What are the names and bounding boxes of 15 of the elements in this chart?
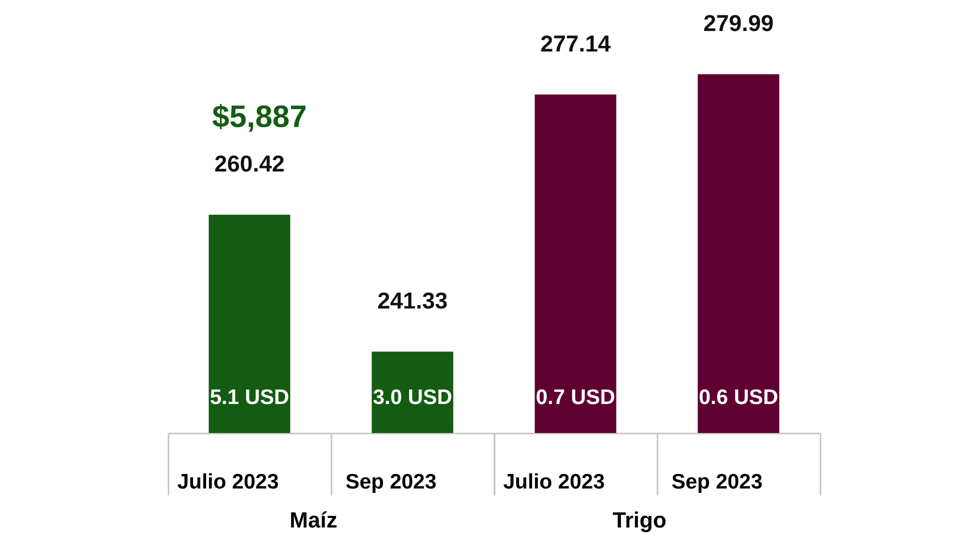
annotation: 0.7 USD [536,386,616,409]
x-tick-label: Julio 2023 [503,470,605,494]
text: $5,887 [212,99,307,134]
data-label: 260.42 [214,150,285,177]
x-axis-title: Maíz [290,507,338,532]
x-tick-label: Sep 2023 [671,470,763,494]
annotation: 5.1 USD [210,386,290,409]
data-label: 241.33 [377,288,448,314]
x-tick-label: Julio 2023 [177,470,279,494]
x-axis-title: Trigo [612,507,666,532]
annotation: 0.6 USD [698,386,778,409]
x-tick-label: Sep 2023 [345,470,437,494]
data-label: 277.14 [540,30,611,57]
data-label: 279.99 [703,10,774,36]
annotation: 3.0 USD [372,386,452,409]
